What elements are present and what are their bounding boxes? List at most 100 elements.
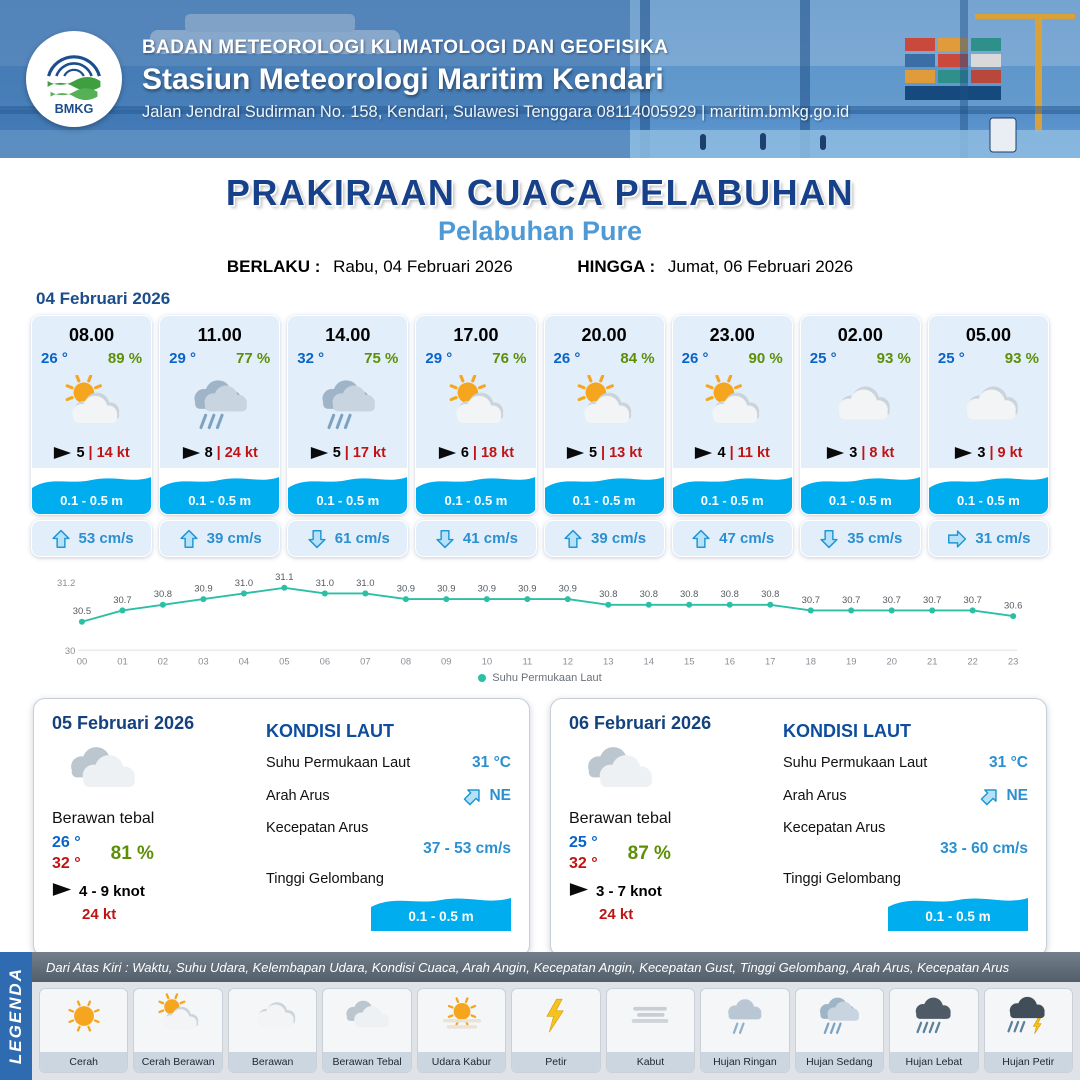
wind-speed-value: 8 [204, 445, 213, 461]
legend-weather-icon [433, 993, 491, 1044]
svg-text:18: 18 [806, 656, 817, 667]
wind-gust-value: 13 kt [609, 445, 643, 461]
current-direction-icon [50, 528, 72, 550]
current-speed-value: 61 cm/s [334, 530, 390, 547]
daily-wind-range: 4 - 9 knot [79, 883, 145, 900]
humidity-value: 77 % [236, 350, 271, 367]
current-direction-icon [434, 528, 456, 550]
hour-label: 05.00 [965, 325, 1011, 345]
legend-item: Kabut [605, 988, 696, 1073]
legend-item-label: Hujan Sedang [795, 1052, 884, 1072]
svg-text:30.7: 30.7 [802, 595, 820, 606]
svg-text:30.7: 30.7 [923, 595, 941, 606]
daily-temp-max: 32 ° [52, 855, 81, 872]
hourly-card: 05.00 25 ° 93 % 3 | 9 kt 0.1 - 0.5 m [927, 315, 1049, 515]
current-speed-value: 39 cm/s [206, 530, 262, 547]
hourly-column: 17.00 29 ° 76 % 6 | 18 kt 0.1 - 0.5 m 41… [415, 315, 537, 557]
validity-period: BERLAKU : Rabu, 04 Februari 2026 HINGGA … [0, 257, 1080, 277]
hourly-card: 11.00 29 ° 77 % 8 | 24 kt 0.1 - 0.5 m [159, 315, 281, 515]
legend-item-label: Petir [512, 1052, 600, 1072]
current-speed-value: 47 cm/s [719, 530, 775, 547]
legend-sidebar: LEGENDA [0, 952, 32, 1080]
hourly-column: 23.00 26 ° 90 % 4 | 11 kt 0.1 - 0.5 m 47… [671, 315, 793, 557]
weather-icon [32, 367, 151, 443]
wave-height-value: 0.1 - 0.5 m [957, 493, 1020, 508]
legend-weather-icon [905, 993, 963, 1044]
separator: | [861, 445, 866, 461]
hourly-card: 02.00 25 ° 93 % 3 | 8 kt 0.1 - 0.5 m [799, 315, 921, 515]
hingga-label: HINGGA : [577, 257, 656, 276]
hour-label: 23.00 [709, 325, 755, 345]
current-speed-value: 35 cm/s [847, 530, 903, 547]
hourly-card: 08.00 26 ° 89 % 5 | 14 kt 0.1 - 0.5 m [31, 315, 153, 515]
svg-text:20: 20 [886, 656, 897, 667]
wind-flag-icon [438, 446, 457, 460]
sst-label: Suhu Permukaan Laut [782, 755, 928, 771]
separator: | [989, 445, 994, 461]
wind-speed-value: 5 [332, 445, 341, 461]
wind-gust-value: 17 kt [352, 445, 386, 461]
wind-gust-value: 11 kt [737, 445, 770, 461]
current-direction-icon [979, 785, 1001, 807]
bmkg-logo: BMKG [26, 31, 122, 127]
daily-weather-icon [575, 738, 771, 804]
hourly-cards: 08.00 26 ° 89 % 5 | 14 kt 0.1 - 0.5 m 53… [0, 315, 1080, 557]
current-box: 39 cm/s [159, 520, 281, 557]
hourly-card: 17.00 29 ° 76 % 6 | 18 kt 0.1 - 0.5 m [415, 315, 537, 515]
current-direction-icon [946, 528, 968, 550]
hourly-card: 23.00 26 ° 90 % 4 | 11 kt 0.1 - 0.5 m [671, 315, 793, 515]
legend-weather-icon [149, 993, 207, 1044]
current-speed-label: Kecepatan Arus [782, 820, 886, 836]
hourly-column: 20.00 26 ° 84 % 5 | 13 kt 0.1 - 0.5 m 39… [543, 315, 665, 557]
weather-icon [801, 367, 920, 443]
wave-height-value: 0.1 - 0.5 m [444, 493, 508, 508]
wave-height-value: 0.1 - 0.5 m [188, 493, 252, 508]
svg-text:30.7: 30.7 [963, 595, 981, 606]
daily-weather-icon [58, 738, 254, 804]
current-box: 53 cm/s [31, 520, 153, 557]
wave-height-band: 0.1 - 0.5 m [32, 468, 152, 514]
wind-flag-icon [954, 446, 973, 460]
weather-icon [673, 367, 792, 443]
daily-humidity: 81 % [110, 842, 154, 864]
current-speed-value: 31 cm/s [975, 530, 1031, 547]
wind-speed-value: 3 [849, 445, 858, 461]
daily-gust: 24 kt [82, 906, 117, 923]
svg-text:21: 21 [927, 656, 938, 667]
sst-chart-section: 31.2 30 30.5 00 30.7 01 30.8 02 30.9 03 31.0 04 31.1… [0, 557, 1080, 684]
wave-height-badge: 0.1 - 0.5 m [371, 891, 511, 931]
humidity-value: 90 % [748, 350, 783, 367]
wave-height-band: 0.1 - 0.5 m [160, 468, 280, 514]
wind-gust-value: 14 kt [96, 445, 130, 461]
port-illustration [0, 0, 1080, 158]
legend-item: Hujan Petir [983, 988, 1073, 1073]
separator: | [472, 445, 477, 461]
current-direction-icon [690, 528, 712, 550]
svg-text:13: 13 [603, 656, 614, 667]
svg-text:14: 14 [644, 656, 655, 667]
legend-item: Cerah [39, 988, 129, 1073]
legend-item: Hujan Lebat [889, 988, 979, 1073]
current-box: 35 cm/s [799, 520, 921, 557]
wind-gust-value: 24 kt [224, 445, 258, 461]
wave-height-band: 0.1 - 0.5 m [672, 468, 792, 514]
svg-text:11: 11 [522, 656, 532, 667]
humidity-value: 76 % [492, 350, 527, 367]
daily-temp-min: 25 ° [569, 834, 598, 851]
svg-text:31.0: 31.0 [356, 578, 374, 589]
svg-text:19: 19 [846, 656, 857, 667]
legend-sidebar-title: LEGENDA [6, 967, 25, 1065]
temperature-value: 26 ° [681, 350, 709, 367]
legend-weather-icon [810, 993, 868, 1044]
legend-item-label: Hujan Lebat [890, 1052, 978, 1072]
daily-date: 06 Februari 2026 [569, 713, 712, 733]
humidity-value: 84 % [620, 350, 655, 367]
wind-gust-value: 18 kt [480, 445, 515, 461]
daily-forecast-row: 05 Februari 2026 Berawan tebal 26 ° 32 °… [0, 684, 1080, 957]
hour-label: 11.00 [197, 325, 242, 345]
org-name: BADAN METEOROLOGI KLIMATOLOGI DAN GEOFIS… [142, 36, 669, 58]
wave-height-value: 0.1 - 0.5 m [700, 493, 764, 508]
station-name: Stasiun Meteorologi Maritim Kendari [142, 62, 664, 96]
current-speed-value: 53 cm/s [78, 530, 134, 547]
